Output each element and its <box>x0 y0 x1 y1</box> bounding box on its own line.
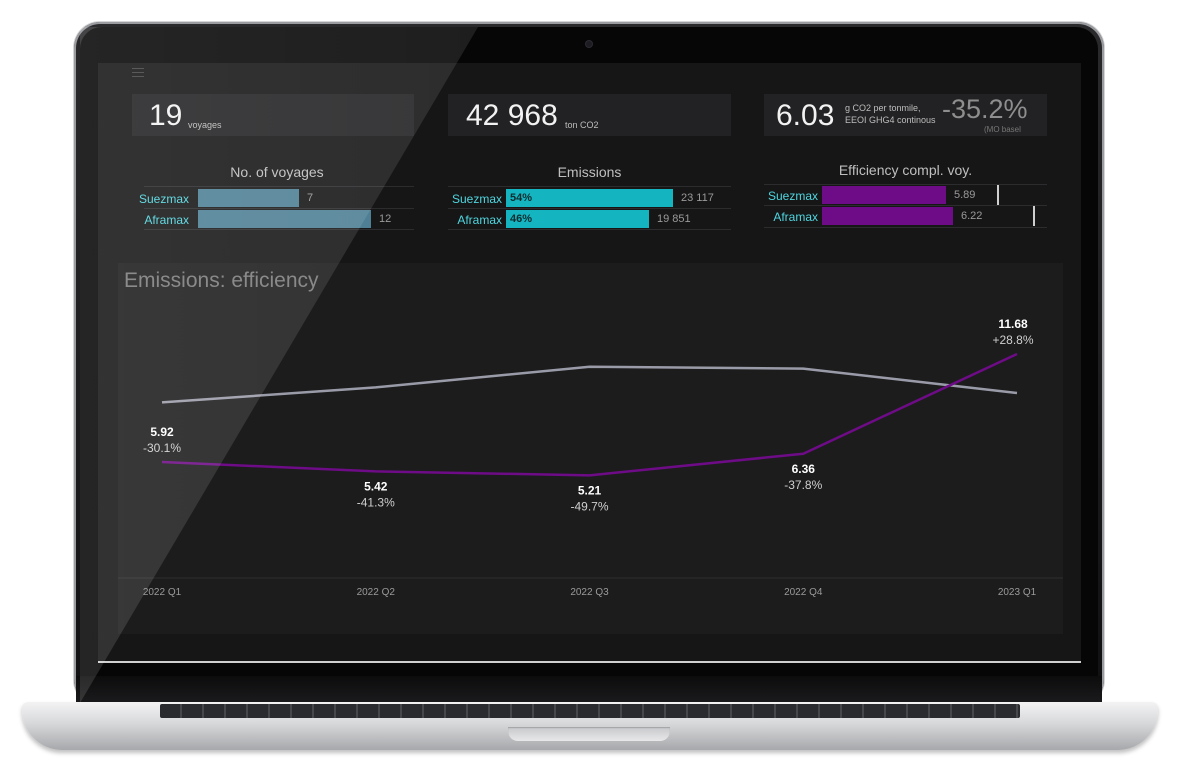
emissions-efficiency-chart: Emissions: efficiency 2022 Q1 2022 Q2 2022… <box>118 263 1063 634</box>
data-label: 6.36 <box>792 462 816 476</box>
x-tick-label: 2022 Q2 <box>357 587 396 598</box>
row-divider <box>764 184 1047 185</box>
data-change-label: +28.8% <box>992 333 1033 347</box>
emissions-aframax-label: Aframax <box>457 213 502 227</box>
kpi-voyages: 19 voyages <box>132 94 414 136</box>
data-change-label: -30.1% <box>143 441 181 455</box>
efficiency-aframax-target-marker <box>1033 206 1035 226</box>
x-tick-label: 2022 Q3 <box>570 587 609 598</box>
row-divider <box>144 208 414 209</box>
kpi-emissions-value: 42 968 <box>466 99 558 132</box>
row-divider <box>448 229 731 230</box>
voyages-suezmax-label: Suezmax <box>138 192 189 206</box>
keyboard-edge <box>160 704 1020 718</box>
kpi-voyages-unit: voyages <box>188 120 222 130</box>
emissions-suezmax-share: 54% <box>510 192 533 204</box>
panel-efficiency-title: Efficiency compl. voy. <box>838 162 973 178</box>
kpi-efficiency-sub: (MO basel <box>984 125 1021 134</box>
lid-opening-notch <box>508 727 670 741</box>
emissions-suezmax-value: 23 117 <box>681 192 714 204</box>
emissions-suezmax-label: Suezmax <box>451 192 502 206</box>
emissions-aframax-share: 46% <box>510 213 533 225</box>
emissions-aframax-value: 19 851 <box>657 213 691 225</box>
kpi-efficiency-unit-line2: EEOI GHG4 continous <box>845 115 936 125</box>
chart-svg: 2022 Q1 2022 Q2 2022 Q3 2022 Q4 2023 Q1 5.92 -… <box>118 317 1063 598</box>
voyages-aframax-value: 12 <box>379 213 392 225</box>
row-divider <box>448 186 731 187</box>
voyages-aframax-label: Aframax <box>144 213 189 227</box>
data-label: 5.92 <box>150 425 174 439</box>
row-divider <box>144 186 414 187</box>
kpi-efficiency-change: -35.2% <box>942 94 1028 124</box>
data-change-label: -37.8% <box>784 478 822 492</box>
kpi-emissions-unit: ton CO2 <box>565 120 599 130</box>
series-line-2 <box>161 365 1018 404</box>
kpi-efficiency: 6.03 g CO2 per tonmile, EEOI GHG4 contin… <box>764 94 1047 136</box>
row-divider <box>144 229 414 230</box>
x-tick-label: 2022 Q4 <box>784 587 823 598</box>
kpi-voyages-value: 19 <box>149 99 183 132</box>
row-divider <box>764 205 1047 206</box>
row-divider <box>764 227 1047 228</box>
hamburger-menu-icon[interactable] <box>132 68 144 77</box>
efficiency-aframax-label: Aframax <box>773 210 818 224</box>
x-tick-label: 2023 Q1 <box>998 587 1037 598</box>
panel-emissions-title: Emissions <box>557 164 622 180</box>
camera-icon <box>586 41 592 47</box>
voyages-suezmax-value: 7 <box>307 192 314 204</box>
emissions-suezmax-bar[interactable]: 54% <box>506 189 673 207</box>
dashboard-screen: 19 voyages 42 968 ton CO2 6.03 g CO2 per… <box>98 63 1081 661</box>
row-divider <box>448 208 731 209</box>
efficiency-suezmax-target-marker <box>997 185 999 205</box>
x-tick-label: 2022 Q1 <box>143 587 182 598</box>
efficiency-aframax-value: 6.22 <box>961 210 983 222</box>
efficiency-suezmax-bar[interactable] <box>822 186 946 204</box>
chart-title: Emissions: efficiency <box>124 269 319 292</box>
kpi-efficiency-unit-line1: g CO2 per tonmile, <box>845 103 921 113</box>
efficiency-suezmax-value: 5.89 <box>954 189 976 201</box>
screen-edge <box>98 661 1081 663</box>
data-label: 5.21 <box>578 483 602 497</box>
data-label: 11.68 <box>998 317 1028 331</box>
kpi-efficiency-value: 6.03 <box>776 99 835 132</box>
laptop-hinge <box>76 676 1102 704</box>
kpi-emissions: 42 968 ton CO2 <box>448 94 731 136</box>
series-line-1 <box>161 352 1018 477</box>
data-change-label: -49.7% <box>570 499 608 513</box>
voyages-aframax-bar[interactable] <box>198 210 371 228</box>
efficiency-suezmax-label: Suezmax <box>767 189 818 203</box>
voyages-suezmax-bar[interactable] <box>198 189 299 207</box>
data-label: 5.42 <box>364 479 388 493</box>
panel-voyages-title: No. of voyages <box>230 164 324 180</box>
data-change-label: -41.3% <box>357 495 395 509</box>
efficiency-aframax-bar[interactable] <box>822 207 953 225</box>
emissions-aframax-bar[interactable]: 46% <box>506 210 649 228</box>
